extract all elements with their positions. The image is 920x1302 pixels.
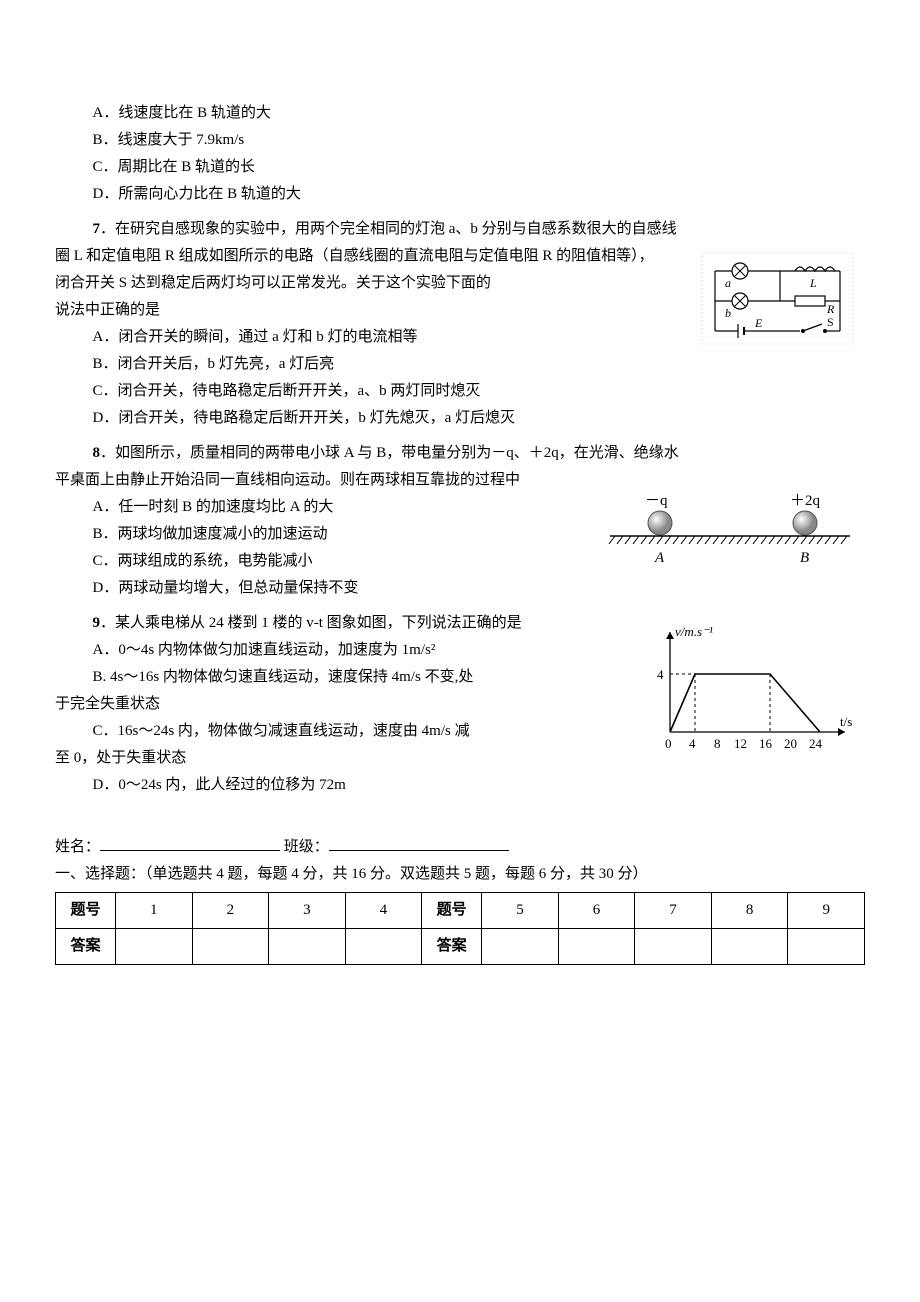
charge-diagram: －q ＋2q A [605,490,855,570]
ans-cell[interactable] [788,929,865,965]
svg-text:8: 8 [714,736,721,751]
col-3: 3 [269,893,346,929]
q9-option-d: D．0～24s 内，此人经过的位移为 72m [55,772,865,799]
ans-cell[interactable] [635,929,712,965]
question-7: 7．在研究自感现象的实验中，用两个完全相同的灯泡 a、b 分别与自感系数很大的自… [55,216,865,432]
svg-text:24: 24 [809,736,823,751]
question-9: 9．某人乘电梯从 24 楼到 1 楼的 v-t 图象如图，下列说法正确的是 A．… [55,610,865,799]
svg-text:R: R [826,302,835,316]
col-9: 9 [788,893,865,929]
row-label-num-2: 题号 [422,893,482,929]
question-8: 8．如图所示，质量相同的两带电小球 A 与 B，带电量分别为－q、＋2q，在光滑… [55,440,865,602]
row-label-ans-2: 答案 [422,929,482,965]
svg-text:0: 0 [665,736,672,751]
table-row: 题号 1 2 3 4 题号 5 6 7 8 9 [56,893,865,929]
col-8: 8 [711,893,788,929]
q7-text-1: 7．在研究自感现象的实验中，用两个完全相同的灯泡 a、b 分别与自感系数很大的自… [55,216,865,243]
answer-table: 题号 1 2 3 4 题号 5 6 7 8 9 答案 答案 [55,892,865,965]
col-2: 2 [192,893,269,929]
q6-option-b: B．线速度大于 7.9km/s [55,127,865,154]
ans-cell[interactable] [345,929,422,965]
svg-text:B: B [800,550,809,566]
q6-option-c: C．周期比在 B 轨道的长 [55,154,865,181]
circuit-diagram: a L b R E S [700,251,855,346]
svg-text:20: 20 [784,736,797,751]
table-row: 答案 答案 [56,929,865,965]
svg-text:L: L [809,276,817,290]
student-info-line: 姓名： 班级： [55,834,865,861]
svg-text:E: E [754,316,763,330]
svg-text:v/m.s⁻¹: v/m.s⁻¹ [675,624,713,639]
col-5: 5 [482,893,559,929]
ans-cell[interactable] [558,929,635,965]
col-7: 7 [635,893,712,929]
svg-text:12: 12 [734,736,747,751]
svg-text:a: a [725,276,731,290]
svg-text:16: 16 [759,736,773,751]
ans-cell[interactable] [711,929,788,965]
row-label-ans-1: 答案 [56,929,116,965]
class-label: 班级： [284,839,329,855]
ans-cell[interactable] [482,929,559,965]
name-blank[interactable] [100,836,280,851]
svg-text:t/s: t/s [840,714,852,729]
section-title: 一、选择题：（单选题共 4 题，每题 4 分，共 16 分。双选题共 5 题，每… [55,861,865,888]
vt-graph: v/m.s⁻¹ t/s 4 0 4 8 12 16 20 24 [645,622,855,767]
name-label: 姓名： [55,839,100,855]
ans-cell[interactable] [116,929,193,965]
q6-option-a: A．线速度比在 B 轨道的大 [55,100,865,127]
q8-option-d: D．两球动量均增大，但总动量保持不变 [55,575,865,602]
col-1: 1 [116,893,193,929]
class-blank[interactable] [329,836,509,851]
svg-text:－q: －q [645,493,668,509]
svg-text:A: A [654,550,665,566]
q6-option-d: D．所需向心力比在 B 轨道的大 [55,181,865,208]
q7-option-b: B．闭合开关后，b 灯先亮，a 灯后亮 [55,351,865,378]
svg-text:S: S [827,315,834,329]
q7-option-c: C．闭合开关，待电路稳定后断开开关，a、b 两灯同时熄灭 [55,378,865,405]
q7-option-d: D．闭合开关，待电路稳定后断开开关，b 灯先熄灭，a 灯后熄灭 [55,405,865,432]
row-label-num-1: 题号 [56,893,116,929]
question-6-partial: A．线速度比在 B 轨道的大 B．线速度大于 7.9km/s C．周期比在 B … [55,100,865,208]
svg-text:4: 4 [657,667,664,682]
col-6: 6 [558,893,635,929]
ans-cell[interactable] [192,929,269,965]
q8-text-1: 8．如图所示，质量相同的两带电小球 A 与 B，带电量分别为－q、＋2q，在光滑… [55,440,865,467]
col-4: 4 [345,893,422,929]
ans-cell[interactable] [269,929,346,965]
svg-text:4: 4 [689,736,696,751]
svg-text:b: b [725,306,731,320]
svg-text:＋2q: ＋2q [790,493,821,509]
